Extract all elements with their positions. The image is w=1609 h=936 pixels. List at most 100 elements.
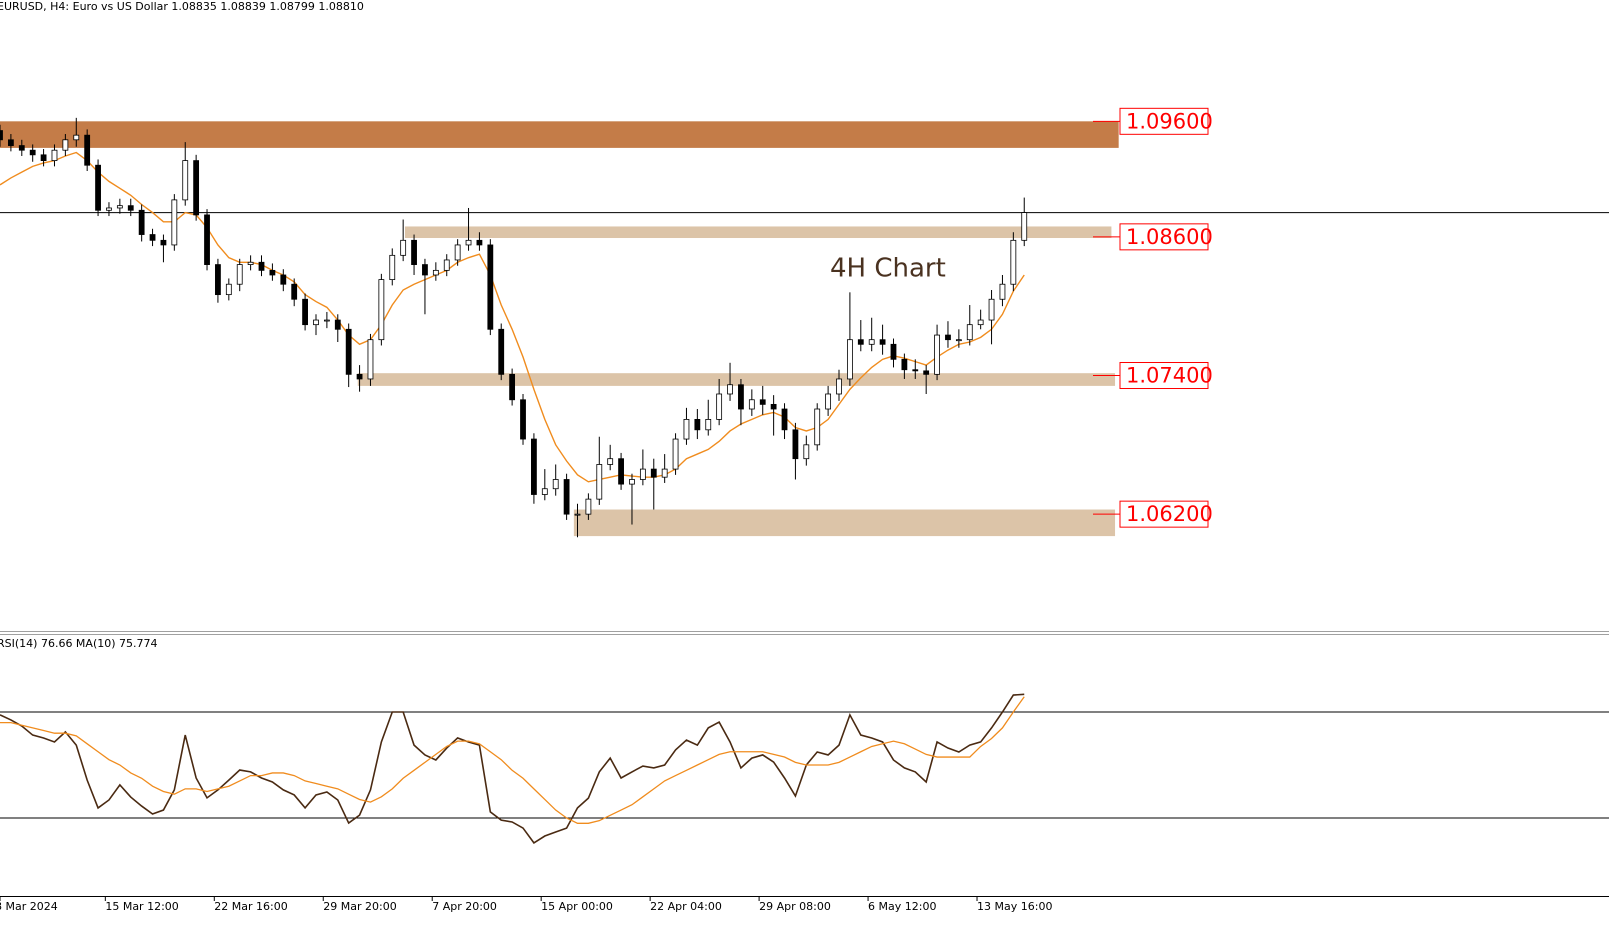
candle-body — [988, 298, 995, 321]
candle-body — [334, 319, 341, 330]
candle-body — [901, 358, 908, 371]
candle-body — [825, 393, 832, 410]
candle-body — [18, 145, 25, 151]
candle-body — [814, 408, 821, 446]
candle-body — [367, 339, 374, 380]
x-tick-label: 29 Mar 20:00 — [323, 900, 396, 913]
candle-body — [432, 269, 439, 276]
level-box — [1119, 223, 1209, 251]
level-label: 1.06200 — [1126, 502, 1213, 526]
candle-body — [999, 283, 1006, 300]
candle-body — [531, 438, 537, 495]
candle-body — [574, 513, 581, 516]
candle-body — [509, 373, 516, 401]
candle-body — [106, 207, 112, 211]
candle-body — [378, 279, 385, 341]
candle-body — [541, 488, 548, 495]
candle-body — [258, 261, 265, 271]
candle-body — [476, 239, 483, 246]
candle-body — [803, 444, 810, 460]
candle-body — [313, 319, 319, 326]
candle-body — [639, 468, 646, 480]
x-tick-label: 8 Mar 2024 — [0, 900, 58, 913]
candle-body — [607, 458, 614, 465]
candle-body — [1010, 239, 1017, 285]
candle-body — [694, 419, 701, 431]
candle-body — [847, 339, 853, 380]
candle-body — [890, 343, 897, 360]
candle-body — [323, 319, 330, 322]
x-tick-label: 29 Apr 08:00 — [759, 900, 831, 913]
candle-body — [868, 339, 875, 345]
candle-body — [520, 399, 526, 440]
candle-body — [171, 199, 178, 246]
rsi-title: RSI(14) 76.66 MA(10) 75.774 — [0, 637, 158, 650]
price-pane: 1.09600 1.08600 1.07400 1.06200 — [0, 107, 1609, 538]
candle-body — [759, 399, 766, 405]
candle-body — [443, 259, 450, 271]
candle-body — [204, 214, 210, 265]
level-label: 1.07400 — [1126, 364, 1213, 388]
candle-body — [672, 438, 679, 470]
candle-body — [792, 429, 799, 460]
candle-body — [650, 468, 657, 478]
candle-body — [400, 239, 407, 256]
candle-body — [291, 283, 298, 300]
zone — [404, 226, 1112, 239]
candle-body — [95, 164, 101, 211]
candle-body — [116, 205, 123, 209]
candle-body — [705, 419, 712, 431]
candle-body — [389, 254, 396, 281]
x-tick-label: 13 May 16:00 — [977, 900, 1052, 913]
candle-body — [955, 339, 962, 342]
candle-body — [182, 160, 189, 201]
candle-body — [629, 479, 635, 485]
zone — [0, 121, 1119, 148]
x-tick-label: 22 Apr 04:00 — [650, 900, 722, 913]
x-tick-label: 22 Mar 16:00 — [214, 900, 287, 913]
rsi-line — [0, 693, 1025, 844]
x-tick-label: 6 May 12:00 — [868, 900, 936, 913]
level-label: 1.09600 — [1126, 109, 1213, 133]
candle-body — [29, 149, 36, 156]
candle-body — [0, 130, 3, 141]
candle-body — [62, 139, 69, 151]
candle-body — [454, 244, 461, 261]
candle-body — [215, 264, 221, 296]
candle-body — [857, 339, 864, 345]
candle-body — [302, 298, 308, 326]
candle-body — [422, 264, 428, 276]
candle-body — [356, 373, 363, 380]
candle-body — [138, 209, 145, 235]
zones — [0, 121, 1119, 537]
rsi-line — [0, 696, 1025, 824]
candle-body — [727, 384, 733, 395]
candle-body — [7, 139, 14, 146]
candle-body — [563, 479, 570, 515]
candle-body — [51, 149, 58, 161]
candle-body — [748, 399, 755, 410]
candle-body — [40, 154, 47, 161]
candle-body — [945, 334, 951, 341]
candle-body — [596, 464, 603, 500]
candle-body — [585, 498, 592, 515]
candle-body — [912, 369, 919, 372]
candle-body — [770, 403, 777, 410]
candle-body — [923, 370, 930, 375]
candle-body — [269, 269, 276, 276]
candle-body — [465, 239, 472, 246]
candle-body — [487, 244, 494, 330]
candle-body — [836, 378, 842, 395]
candle-body — [781, 408, 788, 431]
candle-body — [1021, 212, 1028, 241]
x-tick-label: 15 Apr 00:00 — [541, 900, 613, 913]
candle-body — [236, 264, 243, 285]
annotation: 4H Chart — [830, 254, 946, 284]
candle-body — [84, 134, 91, 166]
candle-body — [247, 261, 254, 265]
candle-body — [498, 328, 505, 375]
candle-body — [160, 239, 167, 246]
candle-body — [127, 205, 134, 211]
